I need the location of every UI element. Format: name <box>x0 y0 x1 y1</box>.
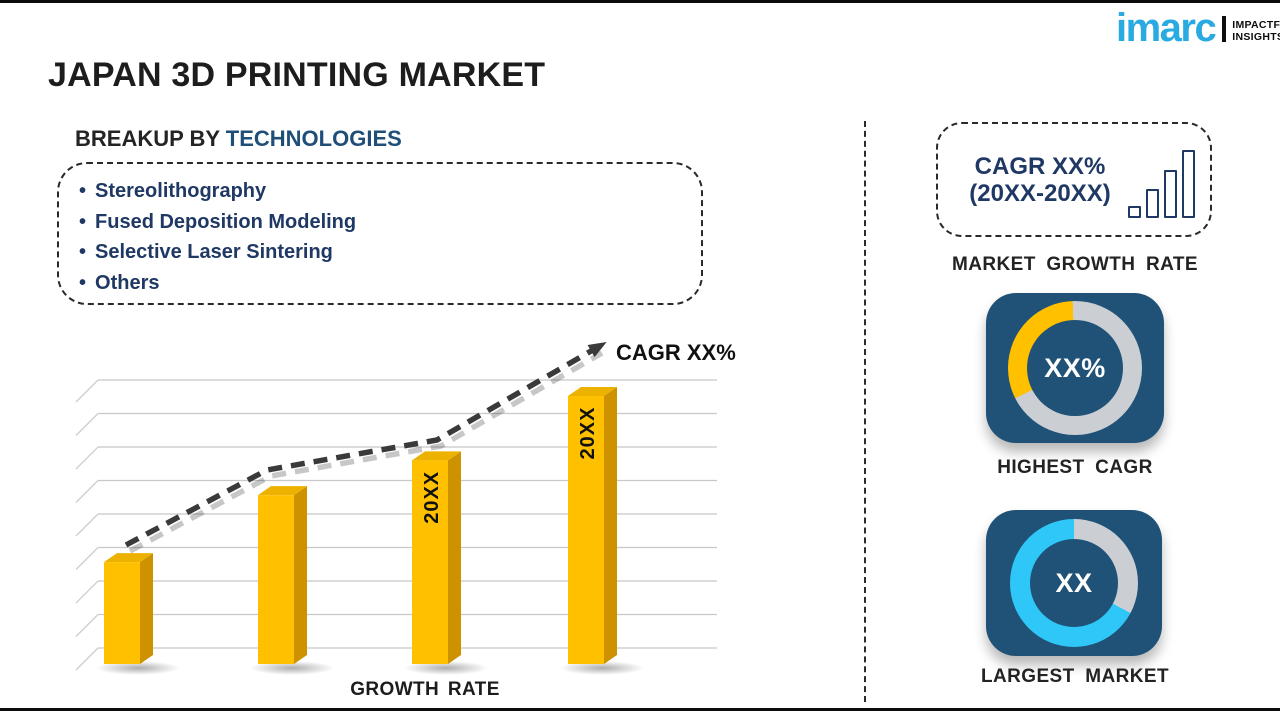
donut-hole <box>1030 539 1118 627</box>
gridline-tick <box>75 513 99 537</box>
imarc-wordmark: imarc <box>1116 6 1217 50</box>
mini-bar <box>1128 205 1141 218</box>
growth-bar-chart: 20XX 20XX <box>60 338 720 704</box>
bar-shadow <box>404 661 488 675</box>
gridline-tick <box>75 647 99 671</box>
bar-side-face <box>448 451 461 664</box>
logo-tagline: IMPACTFUL INSIGHTS <box>1232 19 1280 43</box>
cagr-summary-box: CAGR XX% (20XX-20XX) <box>936 122 1212 237</box>
trend-line-shadow <box>128 350 604 554</box>
market-growth-rate-caption: MARKET GROWTH RATE <box>952 254 1198 275</box>
x-axis-label: GROWTH RATE <box>350 679 500 700</box>
mini-bar <box>1182 149 1195 218</box>
logo-divider-bar <box>1222 16 1227 42</box>
bar-front-face <box>258 495 294 664</box>
page-title: JAPAN 3D PRINTING MARKET <box>48 56 546 94</box>
gridline-tick <box>75 547 99 570</box>
technologies-list-box: StereolithographyFused Deposition Modeli… <box>57 162 703 305</box>
gridline-tick <box>75 480 99 503</box>
technology-list-item: Stereolithography <box>79 176 681 207</box>
largest-market-card: XX <box>986 510 1162 656</box>
bar-side-face <box>140 553 153 664</box>
vertical-dashed-divider <box>864 121 866 702</box>
bar-side-face <box>294 486 307 664</box>
breakup-heading: BREAKUP BY TECHNOLOGIES <box>75 126 402 151</box>
mini-bar <box>1164 169 1177 218</box>
largest-market-value: XX <box>1055 567 1093 598</box>
imarc-logo: imarc IMPACTFUL INSIGHTS <box>1116 6 1280 50</box>
bar-shadow <box>250 661 334 675</box>
bar-top-face <box>258 486 307 496</box>
gridline-tick <box>75 446 99 470</box>
gridline-tick <box>75 614 99 637</box>
gridline-tick <box>75 580 99 604</box>
donut-hole <box>1027 320 1123 416</box>
bar-year-label: 20XX <box>421 471 443 524</box>
technology-list-item: Fused Deposition Modeling <box>79 207 681 238</box>
bar-front-face <box>568 396 604 664</box>
breakup-heading-highlight: TECHNOLOGIES <box>225 126 402 151</box>
largest-market-donut: XX <box>1010 519 1138 647</box>
gridline-tick <box>75 413 99 436</box>
bar-side-face <box>604 387 617 664</box>
bar-top-face <box>104 553 153 563</box>
highest-cagr-caption: HIGHEST CAGR <box>997 457 1153 478</box>
largest-market-caption: LARGEST MARKET <box>981 666 1169 687</box>
highest-cagr-card: XX% <box>986 293 1164 443</box>
bar-front-face <box>412 460 448 664</box>
technology-list-item: Others <box>79 268 681 299</box>
bar-year-label: 20XX <box>577 407 599 460</box>
highest-cagr-donut: XX% <box>1008 301 1142 435</box>
trend-arrowhead <box>587 341 607 358</box>
bar-shadow <box>560 661 644 675</box>
highest-cagr-value: XX% <box>1044 352 1106 383</box>
bar-shadow <box>96 661 180 675</box>
growth-bar-chart-svg: 20XX 20XX <box>75 341 717 675</box>
cagr-summary-text: CAGR XX% (20XX-20XX) <box>969 152 1111 207</box>
bottom-rule <box>0 708 1280 711</box>
top-rule <box>0 0 1280 3</box>
bar-top-face <box>412 451 461 461</box>
cagr-trend-label: CAGR XX% <box>616 340 736 365</box>
trend-line <box>124 344 600 548</box>
technology-list-item: Selective Laser Sintering <box>79 237 681 268</box>
bar-top-face <box>568 387 617 396</box>
technologies-list: StereolithographyFused Deposition Modeli… <box>79 176 681 298</box>
mini-bar-chart-icon <box>1128 148 1195 218</box>
bar-front-face <box>104 562 140 664</box>
gridline-tick <box>75 379 99 403</box>
mini-bar <box>1146 188 1159 218</box>
